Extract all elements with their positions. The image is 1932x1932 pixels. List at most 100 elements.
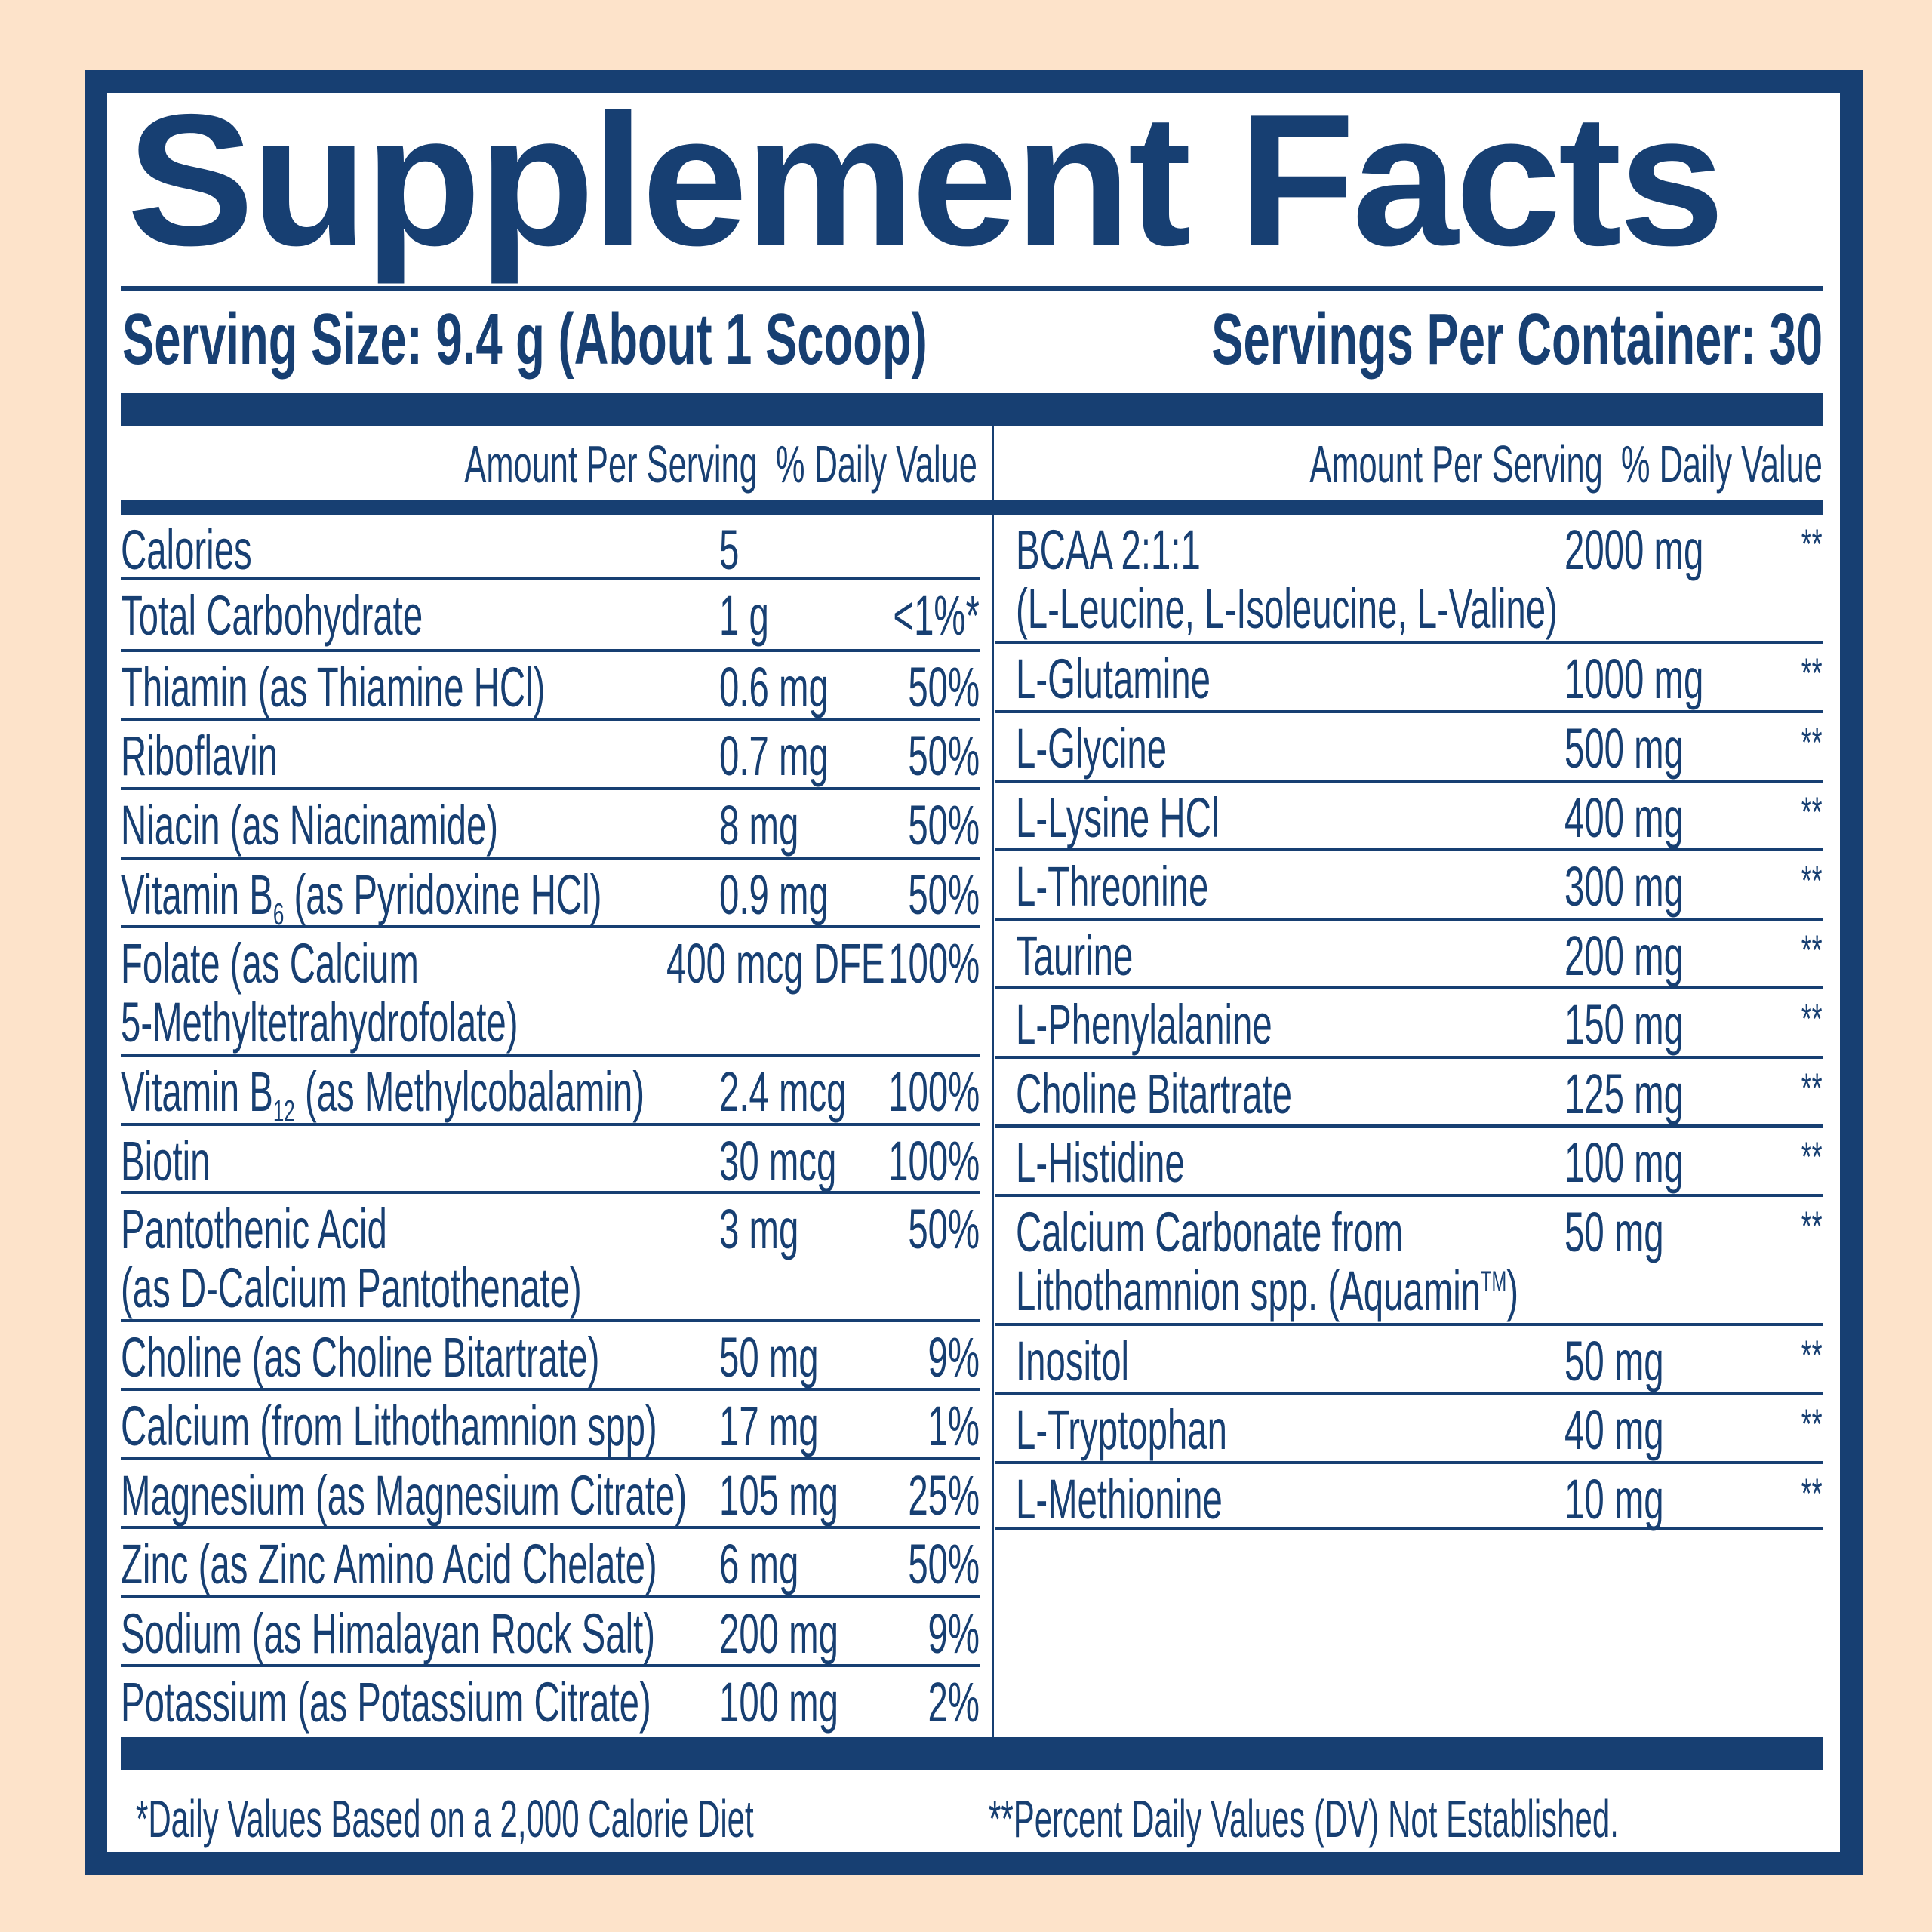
table-row: L-Histidine 100 mg **: [995, 1128, 1823, 1197]
nutrient-name: Niacin (as Niacinamide): [121, 794, 499, 857]
nutrient-name: Zinc (as Zinc Amino Acid Chelate): [121, 1533, 657, 1595]
table-row: Vitamin B12 (as Methylcobalamin) 2.4 mcg…: [121, 1057, 980, 1129]
nutrient-name: Magnesium (as Magnesium Citrate): [121, 1464, 688, 1527]
table-row: L-Threonine 300 mg **: [995, 851, 1823, 921]
ingredient-name: L-Lysine HCl: [1016, 786, 1220, 849]
nutrient-amount: 30 mcg: [719, 1130, 837, 1192]
ingredient-name: Inositol: [1016, 1330, 1130, 1392]
footnote-daily-values: *Daily Values Based on a 2,000 Calorie D…: [136, 1789, 754, 1848]
table-row: L-Phenylalanine 150 mg **: [995, 989, 1823, 1059]
footnote-not-established: **Percent Daily Values (DV) Not Establis…: [989, 1789, 1619, 1848]
table-row: Potassium (as Potassium Citrate) 100 mg …: [121, 1667, 980, 1737]
serving-size: Serving Size: 9.4 g (About 1 Scoop): [122, 302, 1342, 377]
table-row: Vitamin B6 (as Pyridoxine HCl) 0.9 mg 50…: [121, 860, 980, 932]
table-row: Riboflavin 0.7 mg 50%: [121, 721, 980, 790]
ingredient-name: BCAA 2:1:1 (L-Leucine, L-Isoleucine, L-Va…: [1016, 518, 1558, 640]
servings-per-container: Servings Per Container: 30: [897, 302, 1823, 377]
right-column-header: Amount Per Serving % Daily Value: [995, 434, 1823, 494]
nutrient-name: Sodium (as Himalayan Rock Salt): [121, 1602, 656, 1665]
nutrient-amount: 0.9 mg: [719, 863, 829, 926]
header-divider-bar: [121, 500, 1823, 515]
servings-per-container-text: Servings Per Container: 30: [1211, 299, 1823, 380]
nutrient-name: Biotin: [121, 1130, 211, 1192]
nutrient-dv: <1%*: [893, 584, 980, 647]
nutrient-name: Calories: [121, 518, 252, 581]
ingredient-amount: 500 mg: [1564, 717, 1684, 780]
nutrient-name: Vitamin B12 (as Methylcobalamin): [121, 1060, 645, 1129]
table-row: Calories 5: [121, 515, 980, 580]
ingredient-amount: 150 mg: [1564, 993, 1684, 1056]
ingredient-amount: 10 mg: [1564, 1468, 1664, 1531]
nutrient-name: Pantothenic Acid (as D-Calcium Pantothena…: [121, 1198, 582, 1319]
ingredient-name: Choline Bitartrate: [1016, 1063, 1292, 1125]
ingredient-dv: **: [1801, 857, 1823, 904]
nutrient-amount: 105 mg: [719, 1464, 838, 1527]
table-row: Choline Bitartrate 125 mg **: [995, 1059, 1823, 1128]
ingredient-amount: 400 mg: [1564, 786, 1684, 849]
ingredient-name: L-Glutamine: [1016, 648, 1211, 710]
bottom-divider-bar: [121, 1737, 1823, 1770]
table-row: Sodium (as Himalayan Rock Salt) 200 mg 9…: [121, 1598, 980, 1667]
nutrient-dv: 2%: [928, 1671, 980, 1734]
ingredient-dv: **: [1801, 1133, 1823, 1180]
ingredient-amount: 40 mg: [1564, 1398, 1664, 1461]
nutrient-amount: 400 mcg DFE: [666, 932, 885, 995]
table-row: L-Methionine 10 mg **: [995, 1464, 1823, 1530]
ingredient-name: Taurine: [1016, 924, 1134, 987]
nutrient-dv: 50%: [908, 724, 980, 787]
nutrient-amount: 17 mg: [719, 1395, 819, 1457]
nutrient-dv: 50%: [908, 794, 980, 857]
table-row: Taurine 200 mg **: [995, 921, 1823, 989]
ingredient-dv: **: [1801, 718, 1823, 766]
nutrient-amount: 6 mg: [719, 1533, 799, 1595]
nutrient-amount: 50 mg: [719, 1326, 819, 1389]
nutrient-amount: 0.7 mg: [719, 724, 829, 787]
nutrient-amount: 3 mg: [719, 1198, 799, 1260]
ingredient-dv: **: [1801, 1202, 1823, 1250]
ingredient-dv: **: [1801, 788, 1823, 835]
ingredient-name: L-Histidine: [1016, 1131, 1185, 1194]
nutrient-amount: 1 g: [719, 584, 769, 647]
nutrient-dv: 50%: [908, 1198, 980, 1260]
nutrient-dv: 50%: [908, 656, 980, 718]
nutrient-amount: 8 mg: [719, 794, 799, 857]
ingredient-name: L-Tryptophan: [1016, 1398, 1227, 1461]
nutrient-name: Riboflavin: [121, 724, 278, 787]
ingredient-amount: 200 mg: [1564, 924, 1684, 987]
table-row: Folate (as Calcium 5-Methyltetrahydrofola…: [121, 928, 980, 1057]
nutrient-dv: 1%: [928, 1395, 980, 1457]
label-panel: [107, 93, 1840, 1852]
nutrient-dv: 100%: [888, 932, 980, 995]
ingredient-dv: **: [1801, 1331, 1823, 1379]
ingredient-dv: **: [1801, 1469, 1823, 1517]
label-frame: [85, 70, 1863, 1875]
nutrient-dv: 9%: [928, 1602, 980, 1665]
nutrient-dv: 25%: [908, 1464, 980, 1527]
nutrient-amount: 100 mg: [719, 1671, 838, 1734]
ingredient-dv: **: [1801, 1064, 1823, 1112]
ingredient-name: L-Threonine: [1016, 855, 1209, 918]
ingredient-dv: **: [1801, 649, 1823, 697]
left-column-header: Amount Per Serving % Daily Value: [150, 434, 977, 494]
table-row: Inositol 50 mg **: [995, 1326, 1823, 1395]
nutrient-name: Calcium (from Lithothamnion spp): [121, 1395, 657, 1457]
nutrient-dv: 100%: [888, 1130, 980, 1192]
right-column-header-text: Amount Per Serving % Daily Value: [1309, 435, 1823, 494]
nutrient-amount: 5: [719, 518, 740, 581]
ingredient-dv: **: [1801, 926, 1823, 974]
nutrient-name: Total Carbohydrate: [121, 584, 423, 647]
nutrient-amount: 2.4 mcg: [719, 1060, 847, 1123]
nutrient-name: Vitamin B6 (as Pyridoxine HCl): [121, 863, 602, 932]
table-row: BCAA 2:1:1 (L-Leucine, L-Isoleucine, L-Va…: [995, 515, 1823, 644]
left-nutrient-table: Calories 5 Total Carbohydrate 1 g <1%* T…: [121, 515, 980, 1737]
nutrient-name: Potassium (as Potassium Citrate): [121, 1671, 651, 1734]
table-row: Biotin 30 mcg 100%: [121, 1126, 980, 1194]
nutrient-dv: 50%: [908, 863, 980, 926]
right-nutrient-table: BCAA 2:1:1 (L-Leucine, L-Isoleucine, L-Va…: [995, 515, 1823, 1530]
ingredient-dv: **: [1801, 1400, 1823, 1447]
table-row: Zinc (as Zinc Amino Acid Chelate) 6 mg 5…: [121, 1529, 980, 1598]
nutrient-dv: 9%: [928, 1326, 980, 1389]
nutrient-name: Thiamin (as Thiamine HCl): [121, 656, 546, 718]
ingredient-amount: 1000 mg: [1564, 648, 1704, 710]
nutrient-name: Choline (as Choline Bitartrate): [121, 1326, 600, 1389]
